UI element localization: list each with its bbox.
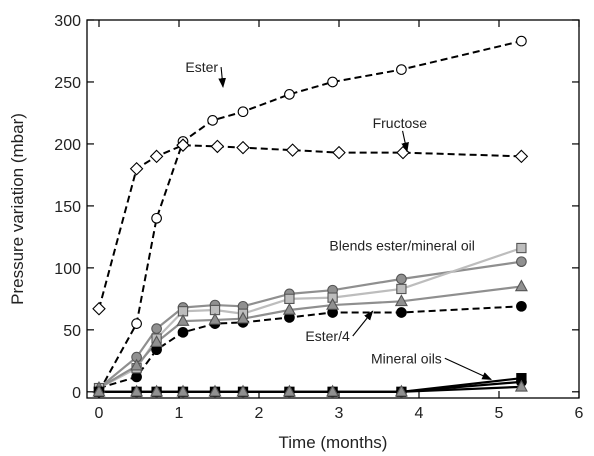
annotation-label: Fructose: [373, 115, 428, 131]
y-axis-title: Pressure variation (mbar): [8, 113, 27, 305]
series-1-point: [129, 161, 144, 176]
series-8-point: [150, 384, 164, 397]
series-0-point: [207, 115, 218, 126]
series-0-point: [327, 76, 338, 88]
x-axis-title: Time (months): [279, 433, 388, 452]
series-4-line: [98, 246, 522, 390]
y-tick-label: 50: [63, 323, 81, 340]
series-1-point: [210, 139, 225, 154]
annotation-arrow: [218, 66, 226, 89]
series-8-point: [208, 384, 222, 397]
series-8-point: [514, 379, 528, 392]
series-5-line: [98, 285, 522, 390]
series-4-point: [284, 293, 295, 305]
series-8-point: [326, 384, 340, 397]
series-1-point: [149, 149, 164, 164]
series-5-point: [208, 312, 222, 325]
series-5-point: [176, 314, 190, 326]
y-tick-label: 150: [54, 199, 81, 216]
y-tick-label: 100: [54, 261, 81, 278]
series-1-point: [285, 143, 300, 157]
series-0-point: [284, 89, 295, 100]
series-3-point: [516, 256, 527, 268]
series-0-point: [131, 318, 142, 329]
series-2-point: [177, 326, 189, 338]
x-tick-label: 3: [335, 405, 344, 422]
series-8-line: [99, 385, 522, 393]
series-5-point: [130, 358, 144, 371]
series-2-point: [131, 371, 142, 383]
annotation-label: Ester: [185, 59, 218, 75]
series-0-line: [98, 40, 522, 393]
series-1-point: [176, 138, 190, 152]
annotation-arrow: [401, 130, 409, 153]
series-4-point: [516, 242, 527, 254]
series-5-point: [236, 311, 250, 324]
series-5-point: [150, 335, 164, 347]
annotation-arrow: [444, 357, 493, 380]
series-0-point: [151, 212, 162, 224]
series-5-point: [514, 279, 528, 292]
series-1-point: [92, 301, 106, 316]
annotation-label: Ester/4: [305, 328, 350, 344]
series-8-point: [282, 384, 296, 397]
y-tick-label: 0: [72, 385, 81, 402]
y-tick-label: 200: [54, 137, 81, 154]
series-1-point: [396, 145, 410, 160]
series-1-point: [236, 140, 250, 155]
series-8-point: [236, 384, 250, 397]
series-8-point: [176, 384, 190, 397]
series-1-point: [514, 149, 529, 164]
x-tick-label: 5: [495, 405, 504, 422]
series-1-point: [332, 145, 346, 160]
y-tick-label: 250: [54, 75, 81, 92]
y-tick-label: 300: [54, 13, 81, 30]
annotation-label: Blends ester/mineral oil: [329, 238, 475, 254]
annotation-label: Mineral oils: [371, 350, 442, 366]
series-1-line: [98, 144, 522, 310]
x-tick-label: 1: [175, 405, 184, 422]
series-8-point: [130, 384, 144, 397]
annotation-arrow: [352, 310, 374, 337]
series-2-line: [98, 305, 522, 390]
series-2-point: [396, 307, 407, 318]
x-tick-label: 0: [95, 405, 104, 422]
x-tick-label: 2: [255, 405, 264, 422]
series-5-point: [282, 302, 296, 315]
series-2-point: [516, 300, 527, 312]
x-tick-label: 6: [575, 405, 584, 422]
series-8-point: [394, 384, 408, 397]
series-0-point: [237, 106, 249, 118]
series-0-point: [516, 35, 527, 47]
series-8-point: [92, 384, 106, 397]
series-5-point: [326, 297, 340, 310]
plot-frame: [86, 19, 580, 399]
series-3-line: [98, 260, 522, 389]
x-tick-label: 4: [415, 405, 424, 422]
series-5-point: [394, 294, 408, 307]
series-0-point: [396, 64, 407, 75]
series-4-point: [396, 283, 407, 295]
series-3-point: [396, 273, 407, 285]
series-3-point: [151, 323, 162, 334]
